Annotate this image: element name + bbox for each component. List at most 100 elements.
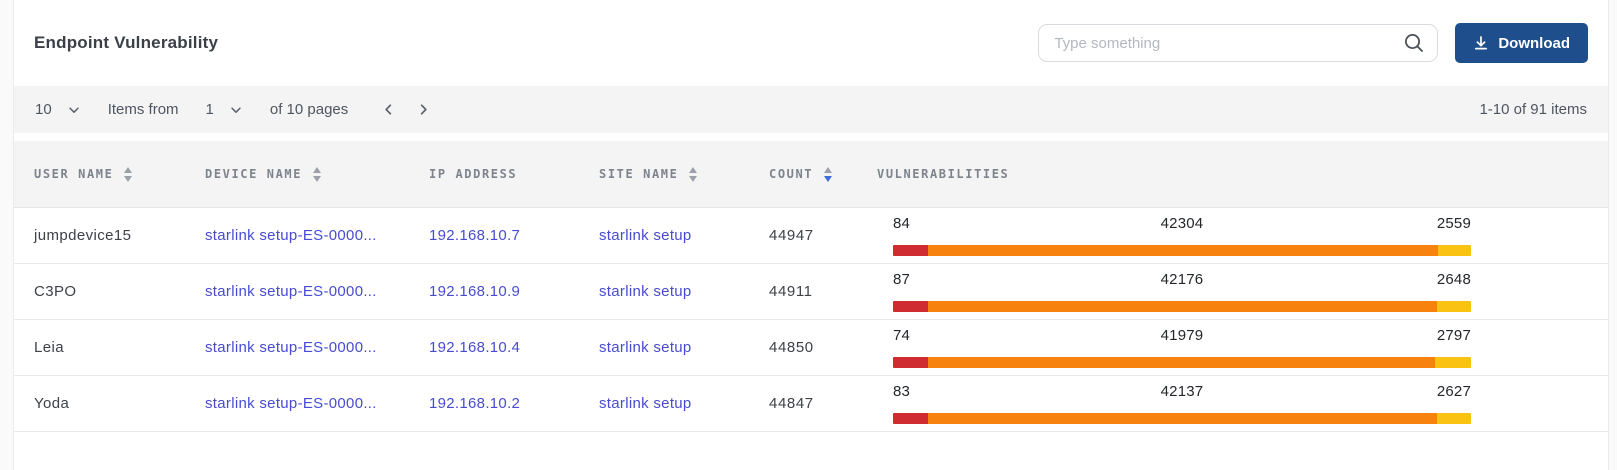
sort-arrows-icon[interactable] [824,166,833,182]
critical-count-label: 87 [893,271,911,288]
sort-arrows-icon[interactable] [124,166,133,182]
site-name-link[interactable]: starlink setup [599,395,692,412]
vulnerability-counts: 84 42304 2559 [893,215,1471,232]
ip-address-link[interactable]: 192.168.10.2 [429,395,521,412]
vulnerabilities-cell: 87 42176 2648 [877,264,1588,319]
column-label: IP ADDRESS [429,167,518,181]
device-name-link[interactable]: starlink setup-ES-0000... [205,283,377,300]
sort-arrows-icon[interactable] [313,166,322,182]
chevron-left-icon [381,102,396,117]
chevron-down-icon [229,103,243,117]
page-select[interactable]: 1 [206,101,243,118]
vulnerabilities-cell: 83 42137 2627 [877,376,1588,431]
table-row: Yoda starlink setup-ES-0000... 192.168.1… [14,376,1608,432]
medium-bar-segment [1434,357,1471,368]
chevron-down-icon [67,103,81,117]
chevron-right-icon [416,102,431,117]
download-button[interactable]: Download [1455,23,1588,63]
high-count-label: 42176 [1160,271,1204,288]
vulnerability-bar [893,245,1471,256]
vulnerability-counts: 74 41979 2797 [893,327,1471,344]
user-name-cell: C3PO [34,283,77,300]
critical-bar-segment [893,357,928,368]
search-input[interactable] [1054,34,1404,52]
medium-bar-segment [1436,301,1471,312]
vulnerability-bar [893,413,1471,424]
vulnerabilities-cell: 74 41979 2797 [877,320,1588,375]
column-label: VULNERABILITIES [877,167,1010,181]
table-row: Leia starlink setup-ES-0000... 192.168.1… [14,320,1608,376]
high-count-label: 42137 [1160,383,1204,400]
column-header-device[interactable]: DEVICE NAME [205,166,429,182]
page-nav [379,100,433,119]
column-label: USER NAME [34,167,114,181]
table-header-row: USER NAME DEVICE NAME IP ADDRESS SITE NAME C… [14,141,1608,208]
column-label: COUNT [769,167,814,181]
column-header-site[interactable]: SITE NAME [599,166,769,182]
ip-address-link[interactable]: 192.168.10.7 [429,227,521,244]
count-cell: 44847 [769,395,814,412]
pagination-bar: 10 Items from 1 of 10 pages [14,86,1608,133]
download-icon [1473,35,1489,51]
previous-page-button[interactable] [379,100,398,119]
divider-gap [14,133,1608,141]
site-name-link[interactable]: starlink setup [599,227,692,244]
high-bar-segment [927,245,1439,256]
vulnerability-counts: 83 42137 2627 [893,383,1471,400]
endpoint-vulnerability-card: Endpoint Vulnerability Download 10 [13,0,1609,470]
column-label: SITE NAME [599,167,679,181]
critical-count-label: 74 [893,327,911,344]
sort-arrows-icon[interactable] [689,166,698,182]
column-header-count[interactable]: COUNT [769,166,877,182]
pagination-controls: 10 Items from 1 of 10 pages [35,100,433,119]
device-name-link[interactable]: starlink setup-ES-0000... [205,339,377,356]
count-cell: 44850 [769,339,814,356]
column-header-user[interactable]: USER NAME [34,166,205,182]
critical-bar-segment [893,301,928,312]
header-actions: Download [1038,23,1588,63]
next-page-button[interactable] [414,100,433,119]
medium-count-label: 2797 [1436,327,1471,344]
critical-bar-segment [893,245,928,256]
high-count-label: 41979 [1160,327,1204,344]
search-icon [1403,32,1425,54]
page-size-select[interactable]: 10 [35,101,81,118]
high-count-label: 42304 [1160,215,1204,232]
table-body: jumpdevice15 starlink setup-ES-0000... 1… [14,208,1608,432]
vulnerability-bar [893,301,1471,312]
vulnerability-counts: 87 42176 2648 [893,271,1471,288]
items-from-label: Items from [107,101,179,118]
ip-address-link[interactable]: 192.168.10.4 [429,339,521,356]
device-name-link[interactable]: starlink setup-ES-0000... [205,395,377,412]
column-label: DEVICE NAME [205,167,303,181]
items-range-label: 1-10 of 91 items [1479,101,1587,118]
of-pages-label: of 10 pages [269,101,349,118]
device-name-link[interactable]: starlink setup-ES-0000... [205,227,377,244]
table-row: C3PO starlink setup-ES-0000... 192.168.1… [14,264,1608,320]
page-size-value: 10 [35,101,52,118]
column-header-vuln: VULNERABILITIES [877,167,1588,181]
medium-count-label: 2627 [1436,383,1471,400]
medium-bar-segment [1438,245,1471,256]
count-cell: 44911 [769,283,813,300]
search-box[interactable] [1038,24,1439,62]
medium-bar-segment [1437,413,1471,424]
table-row: jumpdevice15 starlink setup-ES-0000... 1… [14,208,1608,264]
site-name-link[interactable]: starlink setup [599,339,692,356]
user-name-cell: jumpdevice15 [34,227,132,244]
vulnerabilities-cell: 84 42304 2559 [877,208,1588,263]
site-name-link[interactable]: starlink setup [599,283,692,300]
high-bar-segment [927,357,1435,368]
medium-count-label: 2648 [1436,271,1471,288]
page-title: Endpoint Vulnerability [34,33,219,52]
count-cell: 44947 [769,227,814,244]
ip-address-link[interactable]: 192.168.10.9 [429,283,521,300]
high-bar-segment [927,301,1437,312]
user-name-cell: Yoda [34,395,70,412]
card-header: Endpoint Vulnerability Download [14,0,1608,86]
vulnerability-bar [893,357,1471,368]
page-value: 1 [205,101,214,118]
critical-count-label: 84 [893,215,911,232]
critical-bar-segment [893,413,928,424]
medium-count-label: 2559 [1436,215,1471,232]
